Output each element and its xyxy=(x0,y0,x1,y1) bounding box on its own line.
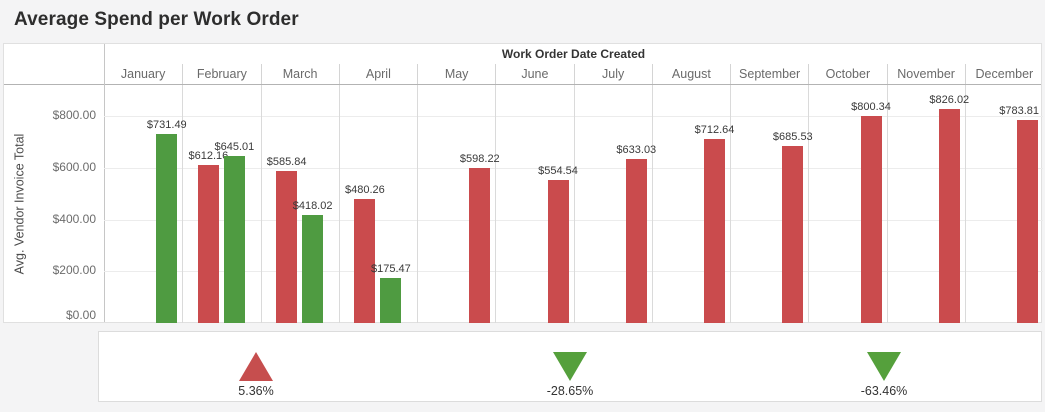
month-header-october[interactable]: October xyxy=(808,64,886,84)
change-percent-label: -28.65% xyxy=(546,384,594,398)
month-header-april[interactable]: April xyxy=(338,64,417,84)
y-tick-label: $0.00 xyxy=(65,308,96,322)
bar-value-label: $554.54 xyxy=(538,165,578,177)
gridline xyxy=(104,220,1043,221)
gridline xyxy=(104,271,1043,272)
month-header-february[interactable]: February xyxy=(182,64,260,84)
bar-february-green[interactable] xyxy=(223,156,245,323)
bar-value-label: $783.81 xyxy=(999,105,1039,117)
bar-value-label: $800.34 xyxy=(851,101,891,113)
month-header-may[interactable]: May xyxy=(417,64,495,84)
column-separator xyxy=(808,85,809,323)
month-header-january[interactable]: January xyxy=(120,67,166,81)
bar-value-label: $731.49 xyxy=(146,119,187,131)
column-separator xyxy=(182,85,183,323)
change-indicator: 5.36% xyxy=(99,332,413,401)
change-percent-label: -63.46% xyxy=(860,384,908,398)
month-header-december[interactable]: December xyxy=(964,64,1043,84)
change-arrow-up-icon[interactable] xyxy=(239,352,273,381)
y-tick-label: $800.00 xyxy=(52,108,96,122)
column-separator xyxy=(339,85,340,323)
y-axis-line xyxy=(104,44,105,322)
column-separator xyxy=(261,85,262,323)
month-header-september[interactable]: September xyxy=(730,64,808,84)
bar-value-label: $175.47 xyxy=(371,263,411,275)
bar-january-green[interactable] xyxy=(156,134,178,323)
bar-march-red[interactable] xyxy=(276,171,298,323)
column-separator xyxy=(730,85,731,323)
month-header-november[interactable]: November xyxy=(886,64,965,84)
bar-march-green[interactable] xyxy=(302,215,324,323)
bar-value-label: $612.16 xyxy=(188,150,229,162)
bar-july-red[interactable] xyxy=(625,159,647,323)
gridline xyxy=(104,168,1043,169)
month-header-march[interactable]: March xyxy=(260,64,339,84)
chart-panel: Work Order Date Created January February M… xyxy=(3,43,1043,323)
bar-value-label: $826.02 xyxy=(929,94,970,106)
y-tick-label: $200.00 xyxy=(52,263,96,277)
bar-november-red[interactable] xyxy=(938,109,960,323)
month-header-august[interactable]: August xyxy=(651,64,730,84)
column-header-title: Work Order Date Created xyxy=(501,47,646,61)
bar-value-label: $685.53 xyxy=(772,131,813,143)
gridline xyxy=(104,116,1043,117)
bar-may-red[interactable] xyxy=(469,168,491,323)
bar-april-green[interactable] xyxy=(380,278,402,323)
bar-october-red[interactable] xyxy=(860,116,882,323)
bar-december-red[interactable] xyxy=(1017,120,1038,323)
change-percent-label: 5.36% xyxy=(238,384,274,398)
change-indicator: -63.46% xyxy=(727,332,1041,401)
bar-value-label: $712.64 xyxy=(694,124,735,136)
y-tick-label: $600.00 xyxy=(52,160,96,174)
header-underline xyxy=(4,84,1041,85)
bar-april-red[interactable] xyxy=(354,199,376,323)
month-header-row: January February March April May June July Augu… xyxy=(104,64,1043,84)
y-tick-label: $400.00 xyxy=(52,212,96,226)
page-title: Average Spend per Work Order xyxy=(14,9,299,30)
change-arrow-down-icon[interactable] xyxy=(867,352,901,381)
change-indicator: -28.65% xyxy=(413,332,727,401)
bar-august-red[interactable] xyxy=(704,139,725,323)
change-indicator-panel: 5.36% -28.65% -63.46% xyxy=(98,331,1042,402)
bar-value-label: $598.22 xyxy=(459,153,500,165)
column-separator xyxy=(965,85,966,323)
bar-value-label: $585.84 xyxy=(266,156,307,168)
column-separator xyxy=(495,85,496,323)
column-separator xyxy=(652,85,653,323)
bar-value-label: $418.02 xyxy=(292,200,333,212)
column-separator xyxy=(417,85,418,323)
bar-value-label: $633.03 xyxy=(616,144,657,156)
change-arrow-down-icon[interactable] xyxy=(553,352,587,381)
bar-september-red[interactable] xyxy=(782,146,804,323)
bar-value-label: $480.26 xyxy=(345,184,385,196)
column-separator xyxy=(574,85,575,323)
column-separator xyxy=(887,85,888,323)
bar-june-red[interactable] xyxy=(547,180,569,323)
bar-february-red[interactable] xyxy=(197,165,219,323)
bar-value-label: $645.01 xyxy=(214,141,255,153)
month-header-june[interactable]: June xyxy=(495,64,573,84)
month-header-july[interactable]: July xyxy=(573,64,652,84)
